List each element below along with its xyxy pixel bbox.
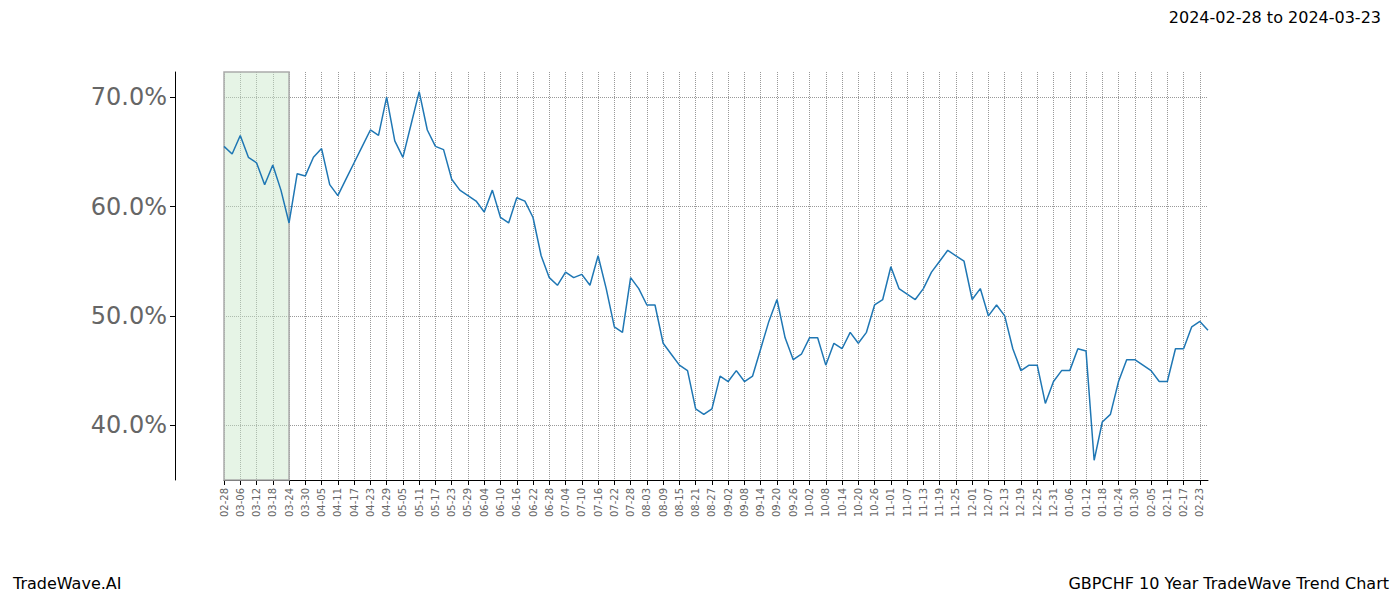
svg-text:05-23: 05-23	[446, 488, 457, 517]
svg-text:09-20: 09-20	[771, 488, 782, 517]
svg-text:GBPCHF 10 Year TradeWave Trend: GBPCHF 10 Year TradeWave Trend Chart	[1068, 574, 1389, 593]
svg-text:11-25: 11-25	[950, 488, 961, 517]
svg-text:12-07: 12-07	[983, 488, 994, 517]
svg-text:02-17: 02-17	[1178, 488, 1189, 517]
svg-text:03-30: 03-30	[300, 488, 311, 517]
svg-text:50.0%: 50.0%	[91, 302, 167, 330]
svg-text:07-10: 07-10	[576, 488, 587, 517]
svg-text:70.0%: 70.0%	[91, 83, 167, 111]
svg-text:08-09: 08-09	[658, 488, 669, 517]
svg-text:03-12: 03-12	[251, 488, 262, 517]
svg-text:12-19: 12-19	[1015, 488, 1026, 517]
svg-text:08-15: 08-15	[674, 488, 685, 517]
svg-text:02-23: 02-23	[1194, 488, 1205, 517]
svg-text:11-01: 11-01	[885, 488, 896, 517]
svg-text:10-26: 10-26	[869, 488, 880, 517]
svg-text:12-01: 12-01	[967, 488, 978, 517]
svg-text:40.0%: 40.0%	[91, 411, 167, 439]
svg-text:08-27: 08-27	[706, 488, 717, 517]
svg-text:12-13: 12-13	[999, 488, 1010, 517]
svg-text:10-02: 10-02	[804, 488, 815, 517]
svg-text:04-05: 04-05	[316, 488, 327, 517]
svg-text:07-28: 07-28	[625, 488, 636, 517]
svg-text:60.0%: 60.0%	[91, 193, 167, 221]
svg-text:08-21: 08-21	[690, 488, 701, 517]
svg-text:09-26: 09-26	[788, 488, 799, 517]
svg-text:08-03: 08-03	[641, 488, 652, 517]
svg-text:07-22: 07-22	[609, 488, 620, 517]
svg-text:02-28: 02-28	[219, 488, 230, 517]
svg-text:06-22: 06-22	[528, 488, 539, 517]
svg-text:05-17: 05-17	[430, 488, 441, 517]
svg-text:02-05: 02-05	[1146, 488, 1157, 517]
svg-text:01-24: 01-24	[1113, 488, 1124, 517]
svg-text:02-11: 02-11	[1162, 488, 1173, 517]
svg-text:11-19: 11-19	[934, 488, 945, 517]
svg-text:04-17: 04-17	[349, 488, 360, 517]
svg-text:01-12: 01-12	[1081, 488, 1092, 517]
svg-text:06-28: 06-28	[544, 488, 555, 517]
svg-text:TradeWave.AI: TradeWave.AI	[12, 574, 121, 593]
svg-text:05-11: 05-11	[414, 488, 425, 517]
svg-text:07-04: 07-04	[560, 488, 571, 517]
svg-text:09-14: 09-14	[755, 488, 766, 517]
svg-text:10-14: 10-14	[837, 488, 848, 517]
svg-text:2024-02-28 to 2024-03-23: 2024-02-28 to 2024-03-23	[1169, 8, 1381, 27]
svg-text:06-16: 06-16	[511, 488, 522, 517]
svg-text:07-16: 07-16	[593, 488, 604, 517]
svg-text:03-18: 03-18	[267, 488, 278, 517]
svg-text:03-06: 03-06	[235, 488, 246, 517]
svg-text:06-10: 06-10	[495, 488, 506, 517]
svg-text:04-23: 04-23	[365, 488, 376, 517]
svg-text:09-08: 09-08	[739, 488, 750, 517]
svg-text:01-18: 01-18	[1097, 488, 1108, 517]
svg-text:09-02: 09-02	[723, 488, 734, 517]
svg-text:10-08: 10-08	[820, 488, 831, 517]
svg-text:10-20: 10-20	[853, 488, 864, 517]
svg-text:05-29: 05-29	[462, 488, 473, 517]
svg-text:12-31: 12-31	[1048, 488, 1059, 517]
svg-text:04-29: 04-29	[381, 488, 392, 517]
svg-text:01-30: 01-30	[1129, 488, 1140, 517]
svg-text:04-11: 04-11	[332, 488, 343, 517]
svg-text:11-13: 11-13	[918, 488, 929, 517]
svg-text:05-05: 05-05	[397, 488, 408, 517]
svg-text:11-07: 11-07	[902, 488, 913, 517]
svg-text:01-06: 01-06	[1064, 488, 1075, 517]
svg-text:06-04: 06-04	[479, 488, 490, 517]
svg-text:03-24: 03-24	[284, 488, 295, 517]
svg-text:12-25: 12-25	[1032, 488, 1043, 517]
